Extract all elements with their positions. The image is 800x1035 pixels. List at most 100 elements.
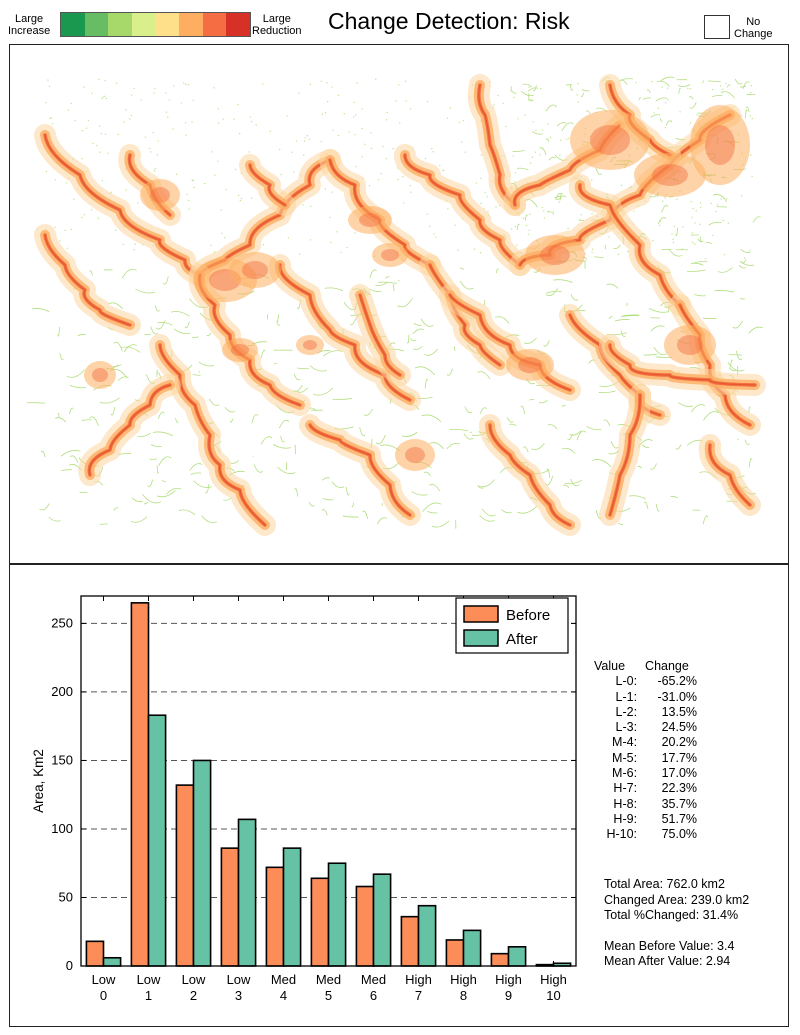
ramp-swatch-5 (178, 13, 203, 36)
stats-change-value: 51.7% (661, 811, 698, 826)
stats-value-label: L-1: (615, 689, 638, 704)
stats-change-value: 17.7% (661, 750, 698, 765)
x-tick-label: High (495, 972, 522, 987)
x-tick-label: 1 (145, 988, 152, 1003)
legend-label-after: After (506, 631, 538, 648)
stats-header-change: Change (645, 659, 689, 673)
bar-before-2 (175, 784, 195, 967)
bar-after-1 (147, 714, 167, 967)
stats-change-value: -31.0% (657, 689, 698, 704)
stats-row: M-5: 17.7% (594, 751, 697, 766)
bar-after-5 (327, 862, 347, 967)
y-tick-label: 200 (51, 684, 73, 699)
bar-before-7 (400, 915, 420, 967)
stats-row: H-10: 75.0% (594, 827, 697, 842)
x-tick-label: 0 (100, 988, 107, 1003)
stats-value-label: L-0: (615, 674, 638, 689)
y-tick-label: 100 (51, 821, 73, 836)
map-panel (9, 44, 789, 564)
area-bar-chart: 050100150200250Low0Low1Low2Low3Med4Med5M… (31, 595, 577, 1003)
stats-change-value: 75.0% (661, 827, 698, 842)
stats-row: H-9: 51.7% (594, 812, 697, 827)
bar-after-8 (462, 929, 482, 967)
stats-row: M-6: 17.0% (594, 766, 697, 781)
stats-change-value: 22.3% (661, 781, 698, 796)
y-tick-label: 50 (59, 889, 73, 904)
bar-before-6 (355, 885, 375, 967)
page-title: Change Detection: Risk (328, 8, 570, 34)
legend-large-increase-label: Large Increase (8, 13, 51, 37)
y-tick-label: 250 (51, 615, 73, 630)
stats-change-value: 17.0% (661, 766, 698, 781)
bar-before-0 (85, 940, 105, 967)
x-tick-label: High (540, 972, 567, 987)
no-change-label: No Change (734, 16, 773, 40)
chart-legend: Before After (455, 597, 569, 654)
changed-area: Changed Area: 239.0 km2 (604, 892, 750, 907)
bar-after-7 (417, 904, 437, 967)
stats-row: H-8: 35.7% (594, 797, 697, 812)
bar-after-3 (237, 818, 257, 967)
stats-value-label: M-4: (612, 735, 638, 750)
x-tick-label: 9 (505, 988, 512, 1003)
x-tick-label: 3 (235, 988, 242, 1003)
mean-before-value: Mean Before Value: 3.4 (604, 938, 735, 953)
x-tick-label: 6 (370, 988, 377, 1003)
x-tick-label: 7 (415, 988, 422, 1003)
bar-before-5 (310, 877, 330, 967)
ramp-swatch-6 (202, 13, 227, 36)
stats-value-label: L-2: (615, 704, 638, 719)
x-tick-label: Low (182, 972, 206, 987)
x-tick-label: Low (137, 972, 161, 987)
y-axis-label: Area, Km2 (31, 749, 46, 813)
x-tick-label: Med (361, 972, 386, 987)
header: Large Increase Large Reduction Change De… (0, 0, 800, 44)
y-tick-label: 0 (66, 958, 73, 973)
stats-value-label: L-3: (615, 720, 638, 735)
x-tick-label: Med (316, 972, 341, 987)
x-tick-label: 5 (325, 988, 332, 1003)
legend-swatch-after (463, 629, 499, 647)
total-percent-changed: Total %Changed: 31.4% (604, 908, 739, 922)
x-tick-label: 8 (460, 988, 467, 1003)
stats-row: L-1: -31.0% (594, 689, 698, 705)
legend-swatch-before (463, 605, 499, 623)
x-tick-label: High (405, 972, 432, 987)
ramp-swatch-0 (61, 13, 85, 36)
ramp-swatch-7 (226, 13, 250, 36)
stats-value-label: H-7: (613, 781, 638, 796)
bar-before-8 (445, 939, 465, 967)
chart-panel: 0 50 100 150 200 250 Low 0 Low 1 Low 2 Low 3 Med 4 Med 5 M… (9, 564, 789, 1027)
bar-after-4 (282, 847, 302, 967)
legend-label-before: Before (506, 607, 550, 624)
stats-change-value: 13.5% (661, 704, 698, 719)
stats-change-value: 20.2% (661, 735, 698, 750)
bar-after-9 (507, 946, 527, 967)
ramp-swatch-4 (155, 13, 179, 36)
stats-row: M-4: 20.2% (594, 735, 697, 750)
stats-row: L-0: -65.2% (594, 674, 698, 689)
x-tick-label: High (450, 972, 477, 987)
y-tick-label: 150 (51, 752, 73, 767)
stats-value-label: M-5: (612, 750, 638, 765)
change-stats-table: Value Change L-0: -65.2% L-1: -31.0% L-2: 13.… (594, 659, 697, 843)
summary-stats: Total Area: 762.0 km2 Changed Area: 239.… (604, 877, 749, 970)
ramp-swatch-1 (84, 13, 109, 36)
x-tick-label: 4 (280, 988, 287, 1003)
bar-after-2 (192, 759, 212, 967)
stats-change-value: 24.5% (661, 720, 698, 735)
x-tick-label: Med (271, 972, 296, 987)
risk-change-map[interactable] (10, 45, 788, 563)
bar-after-6 (372, 873, 392, 967)
no-change-swatch (704, 15, 730, 39)
legend-large-reduction-label: Large Reduction (252, 13, 302, 37)
mean-after-value: Mean After Value: 2.94 (604, 954, 731, 968)
x-tick-label: Low (92, 972, 116, 987)
map-risk-patches (84, 105, 750, 471)
total-area: Total Area: 762.0 km2 (604, 877, 725, 891)
stats-row: H-7: 22.3% (594, 781, 697, 796)
bar-before-4 (265, 866, 285, 967)
stats-row: L-2: 13.5% (594, 704, 698, 720)
bar-before-3 (220, 847, 240, 967)
stats-value-label: M-6: (612, 766, 638, 781)
